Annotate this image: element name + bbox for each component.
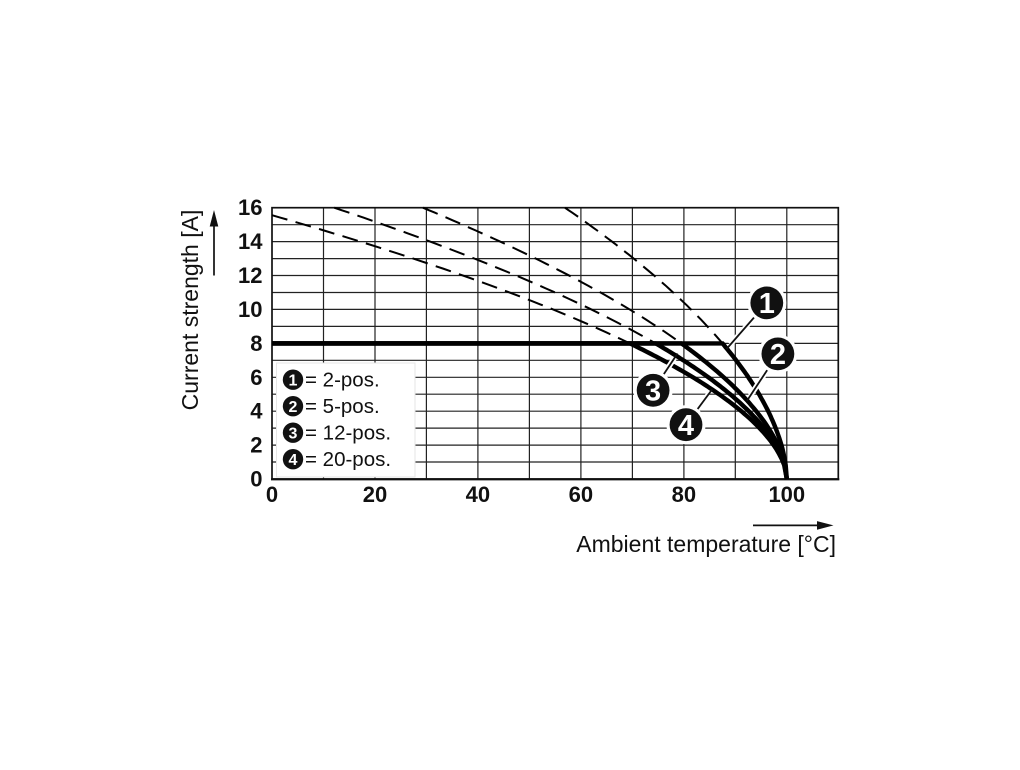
svg-text:12: 12 (238, 263, 262, 288)
svg-text:100: 100 (768, 482, 805, 507)
svg-text:20: 20 (363, 482, 387, 507)
svg-text:80: 80 (672, 482, 696, 507)
svg-text:4: 4 (678, 410, 694, 442)
svg-text:8: 8 (250, 331, 262, 356)
svg-text:= 2-pos.: = 2-pos. (305, 369, 380, 392)
svg-text:2: 2 (289, 399, 298, 416)
svg-text:40: 40 (466, 482, 490, 507)
svg-text:Ambient temperature [°C]: Ambient temperature [°C] (576, 531, 836, 557)
svg-text:2: 2 (770, 339, 786, 371)
svg-text:= 5-pos.: = 5-pos. (305, 395, 380, 418)
svg-text:2: 2 (250, 433, 262, 458)
svg-text:1: 1 (759, 288, 775, 320)
svg-text:60: 60 (569, 482, 593, 507)
svg-text:4: 4 (289, 452, 298, 469)
svg-text:1: 1 (289, 373, 298, 390)
svg-text:3: 3 (645, 376, 661, 408)
svg-text:= 20-pos.: = 20-pos. (305, 448, 391, 471)
svg-text:0: 0 (250, 467, 262, 492)
svg-text:16: 16 (238, 195, 262, 220)
svg-text:3: 3 (289, 426, 298, 443)
svg-text:0: 0 (266, 482, 278, 507)
svg-text:10: 10 (238, 297, 262, 322)
svg-text:= 12-pos.: = 12-pos. (305, 422, 391, 445)
svg-text:4: 4 (250, 399, 263, 424)
svg-text:14: 14 (238, 229, 263, 254)
svg-text:Current strength [A]: Current strength [A] (177, 210, 203, 411)
svg-text:6: 6 (250, 365, 262, 390)
